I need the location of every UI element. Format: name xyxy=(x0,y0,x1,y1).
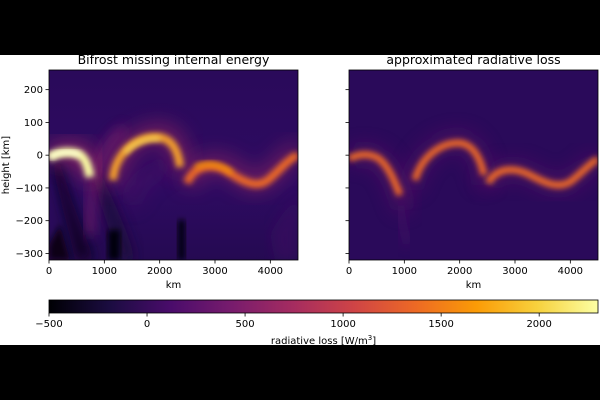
left-arc-3 xyxy=(183,151,298,188)
left-x-tick-label: 1000 xyxy=(92,266,117,277)
left-y-tick-label: 0 xyxy=(37,151,43,162)
colorbar-tick-label: 1500 xyxy=(428,319,453,330)
right-arc-1 xyxy=(349,151,404,197)
left-x-tick-label: 3000 xyxy=(202,266,227,277)
figure-svg: Bifrost missing internal energy xyxy=(1,52,599,347)
right-x-tick-label: 0 xyxy=(346,266,352,277)
left-panel-title: Bifrost missing internal energy xyxy=(78,55,270,67)
right-arc-3 xyxy=(484,155,598,189)
left-y-axis-label: height [km] xyxy=(1,136,12,194)
right-x-tick-label: 4000 xyxy=(558,266,583,277)
left-x-tick-label: 4000 xyxy=(258,266,283,277)
colorbar-tick-label: 500 xyxy=(236,319,255,330)
right-x-tick-label: 2000 xyxy=(447,266,472,277)
right-x-tick-label: 3000 xyxy=(502,266,527,277)
right-arc-2 xyxy=(411,139,488,182)
right-x-tick-label: 1000 xyxy=(392,266,417,277)
left-heatmap xyxy=(49,70,298,260)
left-x-tick-label: 2000 xyxy=(147,266,172,277)
left-y-tick-label: 200 xyxy=(24,85,43,96)
left-x-axis-label: km xyxy=(166,280,182,291)
colorbar-tick-label: 0 xyxy=(144,319,150,330)
colorbar xyxy=(48,299,599,314)
colorbar-label: radiative loss [W/m3] xyxy=(271,334,376,345)
right-panel-title: approximated radiative loss xyxy=(386,55,560,67)
colorbar-tick-label: 2000 xyxy=(526,319,551,330)
colorbar-tick-label: 1000 xyxy=(330,319,355,330)
right-x-axis-label: km xyxy=(466,280,482,291)
left-x-tick-label: 0 xyxy=(46,266,52,277)
left-y-tick-label: −100 xyxy=(16,183,43,194)
figure-canvas: Bifrost missing internal energy xyxy=(0,52,600,347)
right-heatmap xyxy=(349,70,598,260)
left-y-tick-label: 100 xyxy=(24,118,43,129)
left-y-tick-label: −300 xyxy=(16,249,43,260)
colorbar-tick-label: −500 xyxy=(35,319,62,330)
left-y-tick-label: −200 xyxy=(16,216,43,227)
